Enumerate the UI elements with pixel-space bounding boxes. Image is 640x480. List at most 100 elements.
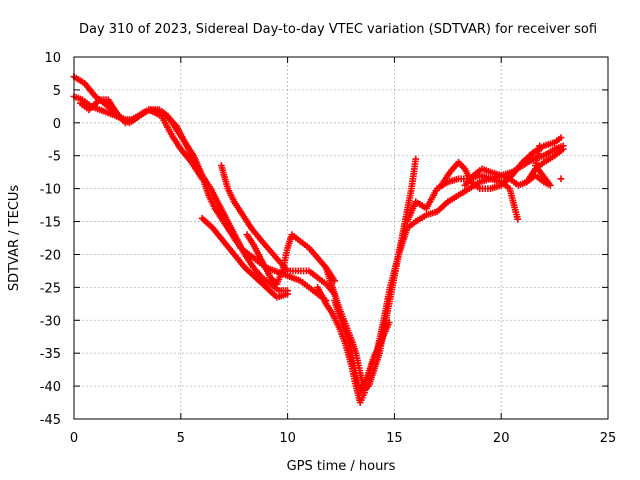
data-point-run — [245, 251, 259, 263]
axis-ticks — [73, 56, 609, 420]
data-point-run — [461, 174, 476, 189]
data-point-run — [297, 277, 311, 290]
data-point-run — [305, 284, 319, 296]
data-point-run — [205, 191, 218, 210]
data-point-run — [551, 134, 565, 146]
y-tick-label: 10 — [44, 51, 61, 66]
y-tick-label: -15 — [40, 216, 61, 231]
y-tick-label: -30 — [40, 314, 61, 329]
data-point-run — [250, 264, 264, 279]
data-point-run — [506, 175, 520, 188]
data-point-run — [220, 237, 237, 256]
data-point — [412, 155, 420, 163]
x-tick-label: 15 — [386, 431, 403, 446]
data-point-run — [533, 164, 554, 189]
series-track-9 — [331, 145, 567, 397]
data-point-run — [198, 214, 215, 230]
y-tick-label: -40 — [40, 380, 61, 395]
data-point-run — [121, 113, 140, 127]
data-point-run — [250, 241, 265, 263]
data-point-run — [540, 147, 556, 160]
data-point-run — [356, 378, 369, 397]
plot-frame — [73, 56, 609, 420]
series-track-11 — [461, 142, 554, 189]
data-point-run — [497, 172, 511, 182]
data-point-run — [337, 316, 350, 338]
data-point-run — [215, 201, 231, 223]
data-point-run — [361, 384, 370, 393]
data-point-run — [273, 266, 286, 288]
data-point-run — [335, 323, 348, 345]
data-point-run — [207, 185, 222, 207]
y-tick-label: -25 — [40, 281, 61, 296]
data-point — [557, 175, 565, 183]
data-point-run — [220, 218, 235, 237]
data-point-run — [279, 246, 291, 271]
data-point-run — [356, 391, 367, 406]
data-point-run — [403, 200, 419, 225]
data-point-run — [258, 257, 273, 279]
data-point-run — [314, 274, 328, 286]
series-track-4 — [198, 214, 291, 301]
data-point-run — [470, 167, 484, 179]
data-point-run — [455, 186, 471, 199]
data-point-run — [164, 112, 179, 131]
data-point-run — [181, 139, 196, 158]
data-point-run — [113, 109, 127, 125]
data-point-run — [258, 274, 272, 286]
data-point-run — [551, 143, 565, 153]
data-point-run — [395, 220, 408, 258]
data-point-run — [408, 158, 419, 192]
data-point-run — [188, 158, 205, 181]
tick-labels: 0 5 10 15 20 25 10 5 0 -5 -10 -15 -20 -25 -30 -35 -40 -45 — [40, 51, 617, 446]
data-point-run — [341, 339, 355, 368]
data-point-run — [158, 112, 175, 138]
y-tick-label: -10 — [40, 183, 61, 198]
data-point-run — [247, 224, 264, 243]
data-point-run — [305, 267, 319, 280]
data-point — [198, 175, 206, 183]
data-point-run — [314, 284, 329, 306]
data-point-run — [322, 300, 335, 316]
x-tick-label: 25 — [600, 431, 617, 446]
data-point-run — [455, 158, 467, 171]
data-point-run — [329, 310, 342, 329]
data-point-run — [297, 237, 311, 250]
data-point-run — [218, 162, 231, 190]
data-point-run — [168, 132, 183, 151]
data-point-run — [341, 320, 355, 342]
data-point-run — [378, 319, 393, 344]
data-point-run — [314, 254, 328, 269]
data-point-run — [237, 244, 251, 257]
data-point-run — [104, 96, 119, 115]
data-point-run — [224, 185, 237, 203]
data-point-run — [85, 98, 102, 114]
x-tick-label: 20 — [493, 431, 510, 446]
data-point-run — [288, 231, 302, 243]
data-point-run — [438, 170, 453, 189]
data-point-run — [228, 231, 243, 250]
data-point — [559, 145, 567, 153]
series-track-3 — [77, 96, 206, 183]
y-tick-label: 5 — [53, 84, 61, 99]
data-point-run — [79, 96, 93, 109]
data-point-run — [444, 193, 460, 206]
data-point-run — [412, 198, 428, 211]
data-point-run — [403, 219, 417, 232]
y-axis-title: SDTVAR / TECUs — [7, 185, 22, 292]
data-point-run — [369, 338, 384, 364]
y-tick-label: -35 — [40, 347, 61, 362]
data-point — [536, 142, 544, 150]
data-point-run — [382, 286, 396, 324]
data-point-run — [173, 126, 188, 145]
data-point-run — [388, 253, 402, 291]
data-point-run — [134, 107, 150, 120]
data-point-run — [177, 145, 194, 164]
data-point-run — [433, 200, 450, 216]
data-point-run — [508, 160, 525, 179]
data-point-run — [209, 224, 226, 243]
data-point-run — [551, 147, 565, 160]
data-point-run — [145, 106, 163, 119]
y-tick-label: -20 — [40, 248, 61, 263]
